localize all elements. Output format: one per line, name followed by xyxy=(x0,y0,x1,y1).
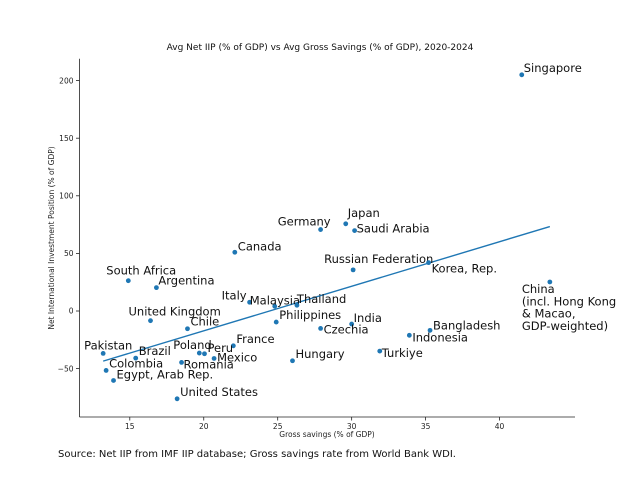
data-point xyxy=(352,228,358,233)
data-point xyxy=(519,72,525,78)
point-label: Bangladesh xyxy=(433,318,500,332)
point-label: Turkiye xyxy=(381,346,423,360)
data-point xyxy=(230,343,236,349)
data-point xyxy=(406,332,412,338)
point-label: Romania xyxy=(184,357,234,371)
axes: 15 20 25 30 35 40 −50 0 50 100 150 200 xyxy=(58,58,575,431)
trend-line-group xyxy=(102,225,551,362)
point-label: Pakistan xyxy=(84,338,132,352)
point-label: Czechia xyxy=(324,322,369,336)
point-label: Philippines xyxy=(279,308,341,322)
data-point xyxy=(111,378,116,383)
point-label: Indonesia xyxy=(412,330,468,344)
data-point xyxy=(179,359,184,365)
data-point xyxy=(318,326,323,331)
point-label: Russian Federation xyxy=(324,252,433,266)
y-tick-label: 0 xyxy=(69,307,74,316)
point-label: Korea, Rep. xyxy=(432,262,497,276)
data-point xyxy=(103,368,109,373)
data-point xyxy=(377,348,383,354)
point-label: Mexico xyxy=(217,350,257,364)
data-point xyxy=(427,327,433,333)
point-label: Peru xyxy=(207,341,233,355)
y-tick-label: −50 xyxy=(58,364,74,373)
point-label: Canada xyxy=(238,239,282,253)
data-point xyxy=(247,299,252,305)
x-tick-label: 20 xyxy=(199,422,209,431)
point-label: Colombia xyxy=(109,356,163,370)
y-tick-label: 150 xyxy=(59,134,74,143)
point-label: France xyxy=(236,332,274,346)
source-note: Source: Net IIP from IMF IIP database; G… xyxy=(58,449,456,460)
point-label: Brazil xyxy=(139,344,171,358)
data-point xyxy=(133,355,139,361)
point-label: India xyxy=(354,311,382,325)
x-tick-label: 40 xyxy=(495,422,505,431)
point-label: Chile xyxy=(190,315,219,329)
point-label: Saudi Arabia xyxy=(357,222,430,236)
data-point xyxy=(211,356,217,361)
data-point xyxy=(148,318,153,324)
data-point xyxy=(290,358,295,364)
point-label: Poland xyxy=(173,338,211,352)
x-tick-label: 15 xyxy=(125,422,135,431)
data-point xyxy=(202,351,207,357)
point-label: United States xyxy=(180,385,258,399)
data-point xyxy=(350,267,356,273)
y-tick-label: 100 xyxy=(59,191,74,200)
data-point xyxy=(294,302,300,308)
data-point xyxy=(125,278,131,284)
data-point xyxy=(232,249,238,255)
point-label: Germany xyxy=(278,215,331,229)
y-tick-label: 50 xyxy=(64,249,74,258)
data-point xyxy=(185,326,190,332)
data-point xyxy=(547,279,553,285)
data-point xyxy=(272,303,278,309)
y-tick-label: 200 xyxy=(59,76,74,85)
data-point xyxy=(196,350,202,356)
data-point xyxy=(343,221,349,227)
x-axis-label: Gross savings (% of GDP) xyxy=(279,430,375,439)
point-label: Italy xyxy=(222,288,247,302)
x-tick-label: 25 xyxy=(273,422,283,431)
points-group: Singapore Japan Germany Saudi Arabia Canada R… xyxy=(84,61,616,402)
point-label: Thailand xyxy=(296,292,346,306)
data-point xyxy=(426,260,431,266)
point-label: Japan xyxy=(347,206,380,220)
point-label: Singapore xyxy=(524,61,582,75)
data-point xyxy=(318,227,323,232)
data-point xyxy=(273,319,279,325)
y-axis-label: Net International Investment Position (%… xyxy=(47,146,56,329)
point-label: Argentina xyxy=(158,274,214,288)
x-tick-label: 30 xyxy=(347,422,357,431)
trend-line xyxy=(102,225,551,362)
data-point xyxy=(100,351,106,356)
point-label: South Africa xyxy=(106,264,176,278)
point-label: United Kingdom xyxy=(128,305,220,319)
point-label: Malaysia xyxy=(250,293,300,307)
point-label: Egypt, Arab Rep. xyxy=(117,367,214,381)
data-point xyxy=(349,321,355,327)
data-point xyxy=(174,396,180,402)
chart-title: Avg Net IIP (% of GDP) vs Avg Gross Savi… xyxy=(167,43,474,53)
point-label: Hungary xyxy=(295,347,344,361)
x-tick-label: 35 xyxy=(421,422,431,431)
data-point xyxy=(154,285,159,291)
point-label: China (incl. Hong Kong & Macao, GDP-weighte… xyxy=(522,282,616,333)
